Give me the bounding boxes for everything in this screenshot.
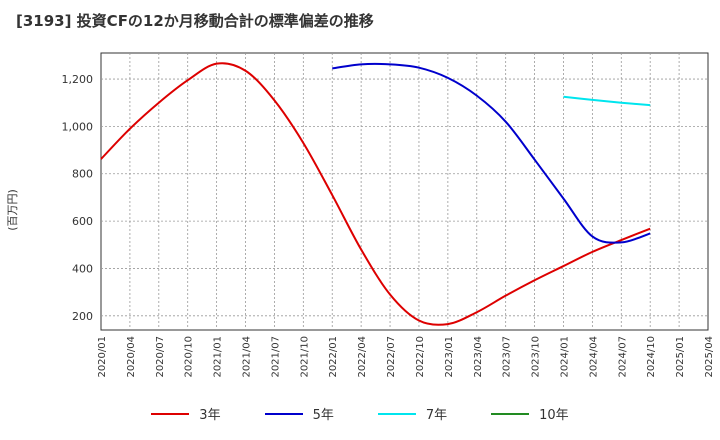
x-tick-label: 2020/07 (155, 336, 166, 378)
x-tick-label: 2021/07 (270, 336, 281, 378)
series-line-3 (563, 95, 651, 107)
x-tick-label: 2024/04 (588, 336, 599, 378)
legend-label: 10年 (539, 408, 569, 423)
x-tick-label: 2020/04 (126, 336, 137, 378)
legend-swatch (151, 412, 190, 415)
x-tick-label: 2023/04 (473, 336, 484, 378)
y-tick-label: 1,000 (62, 120, 94, 133)
x-tick-label: 2023/01 (444, 336, 455, 378)
x-tick-label: 2023/07 (502, 336, 513, 378)
x-tick-label: 2022/07 (386, 336, 397, 378)
x-tick-label: 2020/01 (97, 336, 108, 378)
legend-item-3: 7年 (377, 404, 448, 423)
legend-label: 7年 (425, 408, 448, 423)
series-line-2 (332, 62, 651, 244)
legend-swatch (491, 412, 530, 415)
x-tick-label: 2024/07 (617, 336, 628, 378)
legend-item-2: 5年 (264, 404, 334, 423)
legend: 3年 5年 7年 10年 (0, 404, 720, 423)
legend-item-4: 10年 (491, 404, 569, 423)
y-tick-label: 200 (72, 310, 93, 323)
chart-title: [3193] 投資CFの12か月移動合計の標準偏差の推移 (16, 12, 374, 30)
y-tick-label: 800 (72, 168, 93, 181)
x-tick-label: 2021/10 (299, 336, 310, 378)
x-tick-label: 2022/01 (328, 336, 339, 378)
x-tick-label: 2024/10 (646, 336, 657, 378)
y-tick-label: 400 (72, 262, 93, 275)
plot-area (100, 52, 709, 331)
legend-label: 5年 (312, 408, 334, 423)
legend-swatch (377, 412, 416, 415)
y-tick-label: 1,200 (62, 73, 94, 86)
x-tick-label: 2020/10 (184, 336, 195, 378)
legend-label: 3年 (199, 408, 221, 423)
x-tick-label: 2021/01 (213, 336, 224, 378)
x-tick-label: 2024/01 (559, 336, 570, 378)
x-tick-label: 2025/01 (675, 336, 686, 378)
series-line-1 (100, 62, 651, 326)
x-tick-label: 2022/10 (415, 336, 426, 378)
x-tick-label: 2022/04 (357, 336, 368, 378)
y-tick-label: 600 (72, 215, 93, 228)
legend-swatch (264, 412, 303, 415)
x-tick-label: 2025/04 (704, 336, 715, 378)
legend-item-1: 3年 (151, 404, 221, 423)
x-tick-label: 2021/04 (242, 336, 253, 378)
x-tick-label: 2023/10 (531, 336, 542, 378)
